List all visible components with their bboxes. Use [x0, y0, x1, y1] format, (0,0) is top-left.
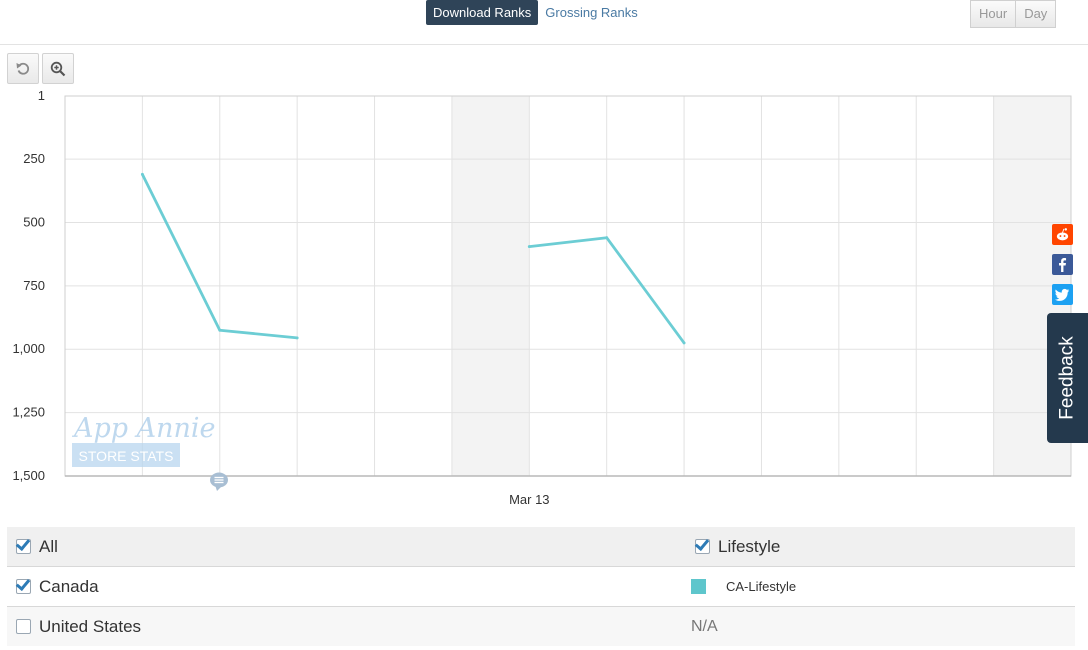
- legend-row-united-states: United States N/A: [7, 607, 1075, 646]
- granularity-toggle: Hour Day: [970, 0, 1057, 28]
- series-line-segment: [140, 172, 299, 340]
- rank-chart: 1 250 500 750 1,000 1,250 1,500 Mar 13 App Ann…: [12, 88, 1072, 507]
- zoom-in-button[interactable]: [42, 53, 74, 84]
- reddit-icon: [1056, 228, 1069, 241]
- facebook-icon: [1059, 258, 1067, 272]
- canada-checkbox[interactable]: [16, 579, 31, 594]
- watermark-badge: [72, 443, 180, 467]
- reddit-share-button[interactable]: [1052, 224, 1073, 245]
- legend-table: All Lifestyle Canada CA-Lifestyle United…: [7, 527, 1075, 646]
- feedback-tab[interactable]: Feedback: [1047, 313, 1088, 443]
- category-label: Lifestyle: [718, 536, 781, 556]
- zoom-in-icon: [50, 61, 66, 76]
- lifestyle-checkbox[interactable]: [695, 539, 710, 554]
- country-label: United States: [39, 616, 142, 636]
- annotation-icon[interactable]: [210, 472, 228, 492]
- legend-row-canada: Canada CA-Lifestyle: [7, 567, 1075, 607]
- country-label: Canada: [39, 576, 99, 596]
- series-value-na: N/A: [691, 617, 718, 635]
- series-label: CA-Lifestyle: [726, 579, 797, 594]
- series-line-segment: [527, 236, 686, 345]
- twitter-share-button[interactable]: [1052, 284, 1073, 305]
- tab-grossing-ranks[interactable]: Grossing Ranks: [545, 5, 638, 20]
- y-tick-label: 750: [23, 278, 45, 293]
- reset-zoom-button[interactable]: [7, 53, 39, 84]
- chart-toolbar: Download Ranks Grossing Ranks Hour Day: [0, 0, 1088, 45]
- feedback-label: Feedback: [1056, 336, 1078, 420]
- hour-button[interactable]: Hour: [970, 0, 1017, 28]
- rank-type-tabs: Download Ranks Grossing Ranks: [426, 0, 645, 25]
- all-label: All: [39, 536, 58, 556]
- united-states-checkbox[interactable]: [16, 619, 31, 634]
- reset-zoom-icon: [16, 62, 30, 75]
- watermark-title: App Annie: [71, 413, 216, 444]
- y-tick-label: 1: [38, 88, 45, 103]
- watermark-subtitle: STORE STATS: [79, 448, 174, 464]
- y-tick-label: 500: [23, 214, 45, 229]
- tab-download-ranks[interactable]: Download Ranks: [426, 0, 539, 25]
- y-tick-label: 1,500: [12, 468, 45, 483]
- y-tick-label: 250: [23, 151, 45, 166]
- day-button[interactable]: Day: [1016, 0, 1057, 28]
- y-tick-label: 1,000: [12, 341, 45, 356]
- twitter-icon: [1055, 288, 1070, 301]
- series-color-swatch: [691, 579, 706, 594]
- app-annie-watermark: App Annie STORE STATS: [71, 413, 216, 467]
- facebook-share-button[interactable]: [1052, 254, 1073, 275]
- legend-header-row: All Lifestyle: [7, 527, 1075, 567]
- select-all-checkbox[interactable]: [16, 539, 31, 554]
- chart-tools: [7, 53, 74, 84]
- y-tick-label: 1,250: [12, 405, 45, 420]
- x-tick-label: Mar 13: [509, 492, 549, 507]
